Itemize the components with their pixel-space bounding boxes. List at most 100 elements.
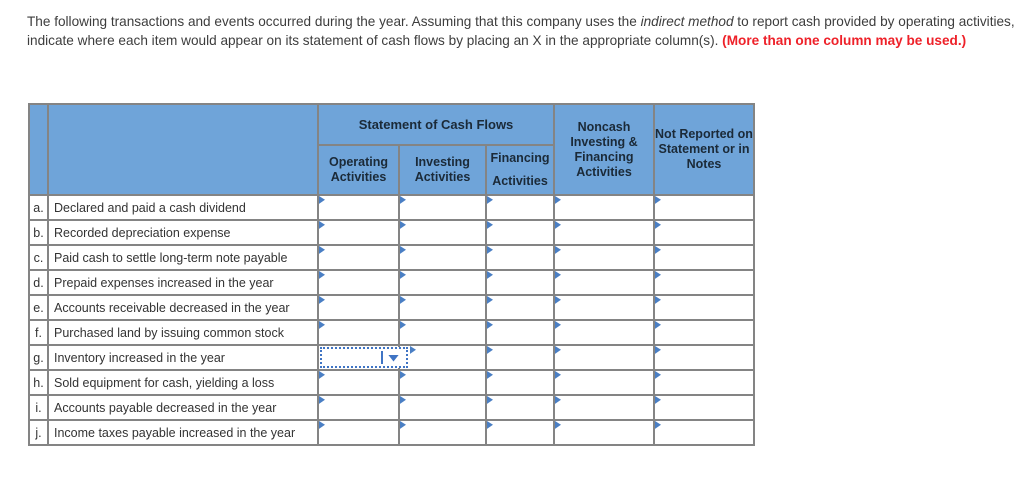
row-description: Declared and paid a cash dividend <box>47 194 319 221</box>
dropdown-marker-icon <box>410 346 416 354</box>
intro-text: The following transactions and events oc… <box>27 13 1017 50</box>
row-letter: f. <box>28 319 49 346</box>
answer-cell-not-reported[interactable] <box>653 369 755 396</box>
dropdown-marker-icon <box>555 421 561 429</box>
answer-cell-operating[interactable] <box>317 344 408 371</box>
answer-cell-financing[interactable] <box>485 194 555 221</box>
answer-cell-operating[interactable] <box>317 394 400 421</box>
row-description: Purchased land by issuing common stock <box>47 319 319 346</box>
dropdown-marker-icon <box>655 421 661 429</box>
answer-cell-operating[interactable] <box>317 294 400 321</box>
dropdown-marker-icon <box>655 321 661 329</box>
answer-cell-financing[interactable] <box>485 244 555 271</box>
table-row: i. Accounts payable decreased in the yea… <box>28 394 755 421</box>
dropdown-marker-icon <box>319 196 325 204</box>
answer-cell-not-reported[interactable] <box>653 244 755 271</box>
answer-cell-noncash[interactable] <box>553 219 655 246</box>
header-noncash-investing-financing: Noncash Investing & Financing Activities <box>553 103 655 196</box>
answer-cell-investing[interactable] <box>398 419 487 446</box>
cash-flow-classification-table: Statement of Cash Flows Noncash Investin… <box>28 103 755 446</box>
table-row: a. Declared and paid a cash dividend <box>28 194 755 221</box>
header-financing-activities: Financing Activities <box>485 144 555 196</box>
answer-cell-noncash[interactable] <box>553 294 655 321</box>
answer-cell-operating[interactable] <box>317 194 400 221</box>
answer-cell-not-reported[interactable] <box>653 319 755 346</box>
row-description: Recorded depreciation expense <box>47 219 319 246</box>
row-description: Accounts receivable decreased in the yea… <box>47 294 319 321</box>
answer-cell-investing[interactable] <box>398 319 487 346</box>
answer-cell-financing[interactable] <box>485 394 555 421</box>
dropdown-marker-icon <box>555 371 561 379</box>
answer-cell-not-reported[interactable] <box>653 219 755 246</box>
table-row: d. Prepaid expenses increased in the yea… <box>28 269 755 296</box>
answer-cell-noncash[interactable] <box>553 344 655 371</box>
answer-cell-noncash[interactable] <box>553 394 655 421</box>
dropdown-marker-icon <box>400 371 406 379</box>
answer-cell-investing[interactable] <box>398 244 487 271</box>
row-letter: c. <box>28 244 49 271</box>
answer-cell-financing[interactable] <box>485 319 555 346</box>
dropdown-marker-icon <box>487 196 493 204</box>
header-group-statement-of-cash-flows: Statement of Cash Flows <box>317 103 555 146</box>
table-row: j. Income taxes payable increased in the… <box>28 419 755 446</box>
answer-cell-noncash[interactable] <box>553 369 655 396</box>
answer-cell-investing[interactable] <box>398 294 487 321</box>
answer-cell-noncash[interactable] <box>553 244 655 271</box>
answer-cell-investing[interactable] <box>398 344 487 371</box>
dropdown-marker-icon <box>487 321 493 329</box>
answer-cell-investing[interactable] <box>398 369 487 396</box>
dropdown-marker-icon <box>655 346 661 354</box>
table-row: f. Purchased land by issuing common stoc… <box>28 319 755 346</box>
dropdown-marker-icon <box>400 296 406 304</box>
row-letter: e. <box>28 294 49 321</box>
answer-cell-investing[interactable] <box>398 269 487 296</box>
row-letter: d. <box>28 269 49 296</box>
dropdown-marker-icon <box>655 196 661 204</box>
dropdown-marker-icon <box>400 271 406 279</box>
dropdown-marker-icon <box>655 371 661 379</box>
answer-cell-noncash[interactable] <box>553 194 655 221</box>
dropdown-marker-icon <box>655 271 661 279</box>
answer-cell-investing[interactable] <box>398 194 487 221</box>
dropdown-marker-icon <box>555 396 561 404</box>
answer-cell-not-reported[interactable] <box>653 194 755 221</box>
answer-cell-operating[interactable] <box>317 244 400 271</box>
row-description: Sold equipment for cash, yielding a loss <box>47 369 319 396</box>
answer-cell-not-reported[interactable] <box>653 419 755 446</box>
table-row: b. Recorded depreciation expense <box>28 219 755 246</box>
answer-cell-financing[interactable] <box>485 219 555 246</box>
answer-cell-not-reported[interactable] <box>653 344 755 371</box>
answer-cell-noncash[interactable] <box>553 269 655 296</box>
dropdown-marker-icon <box>487 396 493 404</box>
answer-cell-operating[interactable] <box>317 419 400 446</box>
answer-cell-operating[interactable] <box>317 369 400 396</box>
row-description: Prepaid expenses increased in the year <box>47 269 319 296</box>
open-select-dropdown[interactable] <box>320 347 408 368</box>
row-letter: j. <box>28 419 49 446</box>
answer-cell-financing[interactable] <box>485 344 555 371</box>
table-row: e. Accounts receivable decreased in the … <box>28 294 755 321</box>
answer-cell-operating[interactable] <box>317 219 400 246</box>
answer-cell-financing[interactable] <box>485 419 555 446</box>
dropdown-marker-icon <box>319 396 325 404</box>
dropdown-marker-icon <box>487 371 493 379</box>
answer-cell-investing[interactable] <box>398 394 487 421</box>
answer-cell-financing[interactable] <box>485 294 555 321</box>
answer-cell-operating[interactable] <box>317 269 400 296</box>
table-row: c. Paid cash to settle long-term note pa… <box>28 244 755 271</box>
answer-cell-not-reported[interactable] <box>653 394 755 421</box>
answer-cell-not-reported[interactable] <box>653 294 755 321</box>
caret-down-icon[interactable] <box>388 354 399 362</box>
answer-cell-not-reported[interactable] <box>653 269 755 296</box>
answer-cell-financing[interactable] <box>485 269 555 296</box>
answer-cell-financing[interactable] <box>485 369 555 396</box>
answer-cell-investing[interactable] <box>398 219 487 246</box>
row-description: Inventory increased in the year <box>47 344 319 371</box>
dropdown-marker-icon <box>487 221 493 229</box>
answer-cell-operating[interactable] <box>317 319 400 346</box>
answer-cell-noncash[interactable] <box>553 419 655 446</box>
dropdown-marker-icon <box>487 421 493 429</box>
dropdown-marker-icon <box>319 221 325 229</box>
answer-cell-noncash[interactable] <box>553 319 655 346</box>
dropdown-marker-icon <box>319 371 325 379</box>
